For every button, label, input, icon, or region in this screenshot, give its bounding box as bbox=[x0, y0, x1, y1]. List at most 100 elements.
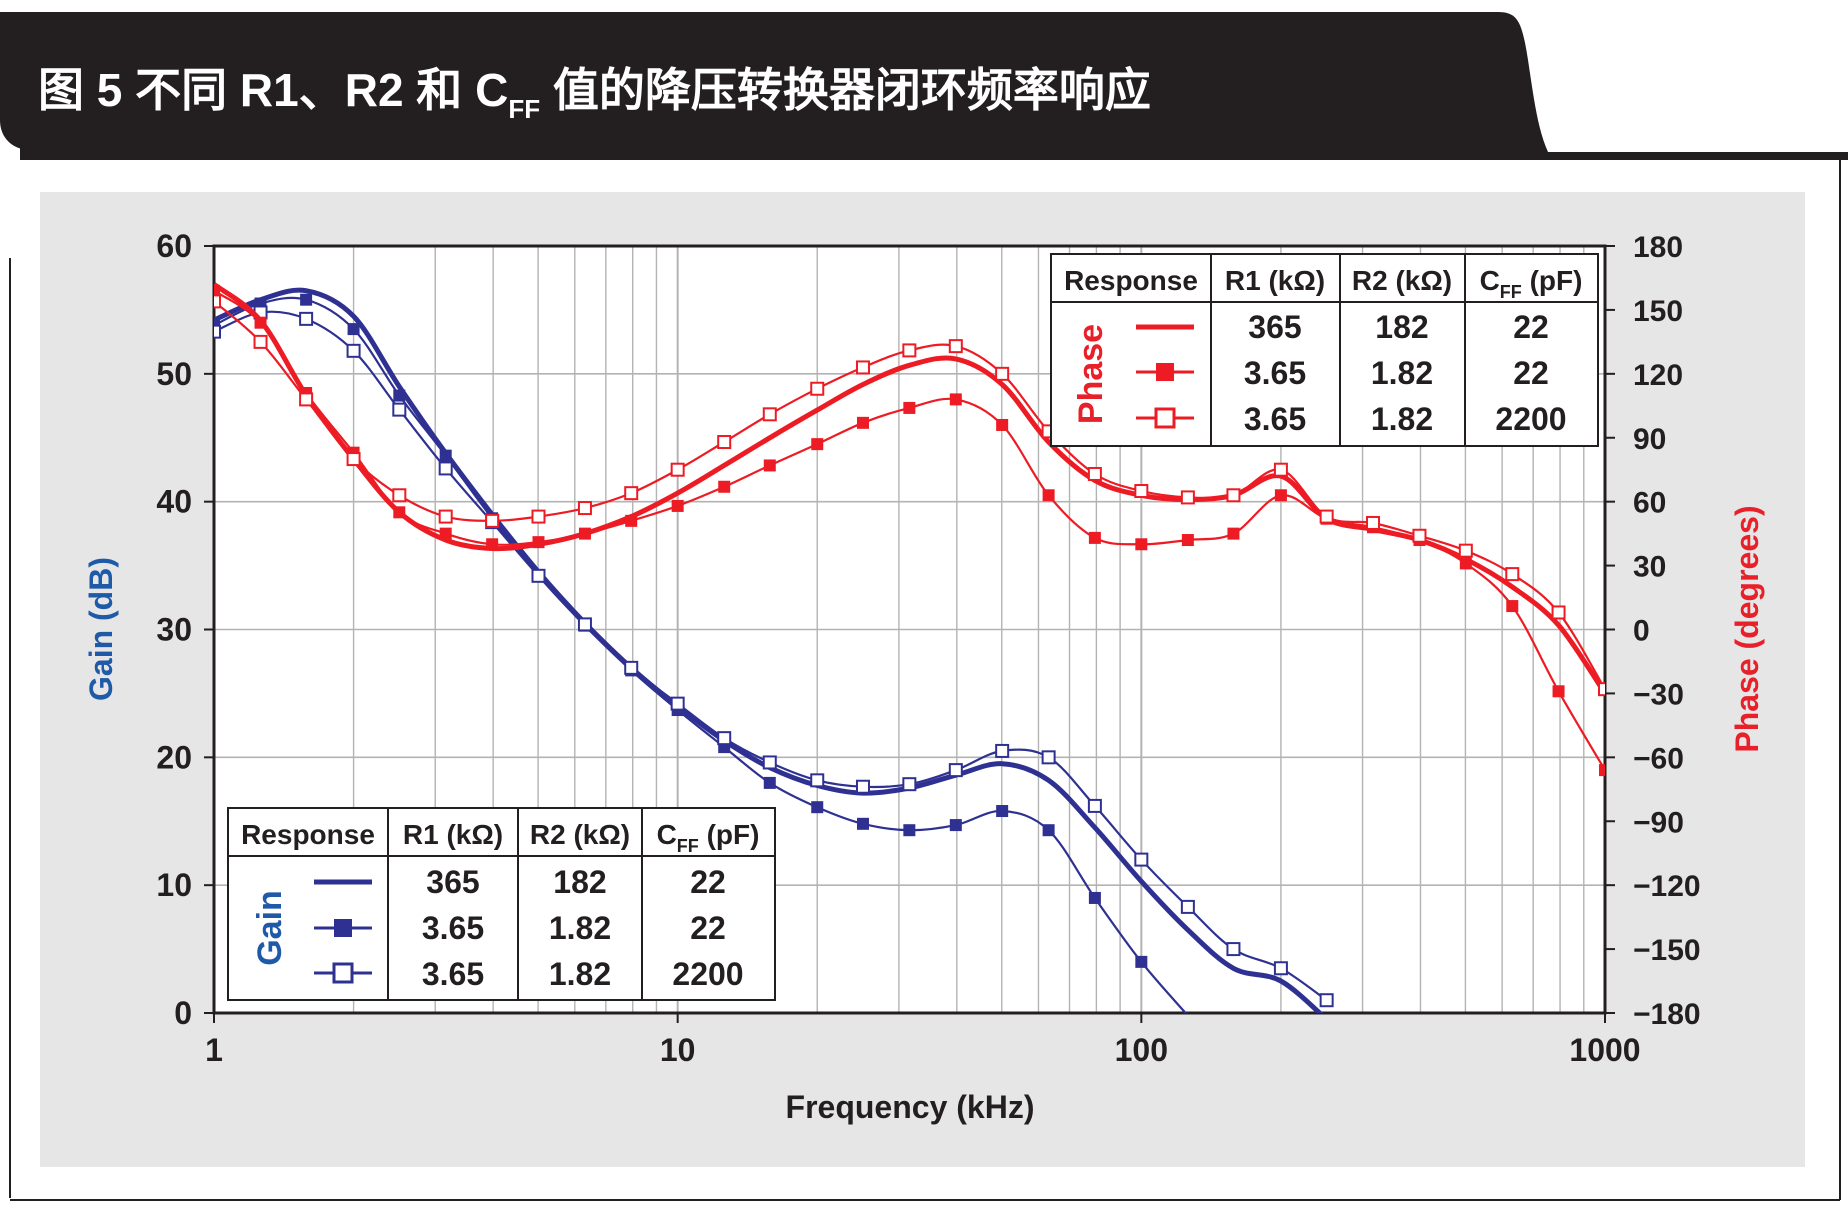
y-left-tick-label: 10 bbox=[156, 867, 192, 903]
gain-series-solid-line bbox=[214, 287, 1324, 1013]
gain-series-open-square-marker bbox=[1226, 942, 1241, 957]
y-right-tick-label: 90 bbox=[1633, 423, 1666, 456]
phase-series-filled-square-marker bbox=[486, 538, 499, 551]
gain-series-open-square-marker bbox=[762, 755, 777, 770]
phase-series-open-square-marker bbox=[299, 392, 314, 407]
legend-gain: Response R1 (kΩ) R2 (kΩ) CFF (pF) Gain 3… bbox=[227, 807, 776, 1001]
phase-series-open-square-marker bbox=[810, 381, 825, 396]
y-right-tick-label: −90 bbox=[1633, 806, 1684, 839]
gain-series-open-square-marker bbox=[948, 763, 963, 778]
phase-series-filled-square-marker bbox=[625, 514, 638, 527]
gain-series-filled-square-marker bbox=[1088, 891, 1101, 904]
legend-phase-row1-cff: 22 bbox=[1513, 309, 1549, 345]
series-layer bbox=[214, 282, 1605, 1013]
x-axis-label: Frequency (kHz) bbox=[786, 1089, 1035, 1125]
legend-phase-marker-open-square bbox=[1154, 407, 1176, 429]
gain-series-open-square-marker bbox=[717, 731, 732, 746]
phase-series-open-square-marker bbox=[253, 334, 268, 349]
axes-layer: 1 10 100 1000 0 10 20 30 40 50 60 −180 −150 −120 −90 −6… bbox=[156, 228, 1700, 1068]
y-axis-left-label: Gain (dB) bbox=[83, 557, 119, 701]
y-left-tick-label: 30 bbox=[156, 612, 192, 648]
legend-phase-group-label: Phase bbox=[1072, 324, 1110, 424]
y-right-tick-label: −30 bbox=[1633, 678, 1684, 711]
gain-series-open-square-marker bbox=[299, 311, 314, 326]
legend-phase-row3-cff: 2200 bbox=[1495, 401, 1566, 437]
y-axis-right-label: Phase (degrees) bbox=[1729, 505, 1765, 752]
phase-series-open-square-marker bbox=[1319, 509, 1334, 524]
phase-series-filled-square-marker bbox=[1274, 489, 1287, 502]
gain-series-filled-square-marker bbox=[949, 819, 962, 832]
phase-series-filled-square-marker bbox=[1227, 527, 1240, 540]
legend-gain-group-label: Gain bbox=[251, 890, 289, 966]
y-right-tick-label: 180 bbox=[1633, 231, 1683, 264]
gain-series-filled-square-marker bbox=[903, 824, 916, 837]
x-tick-label: 100 bbox=[1115, 1032, 1168, 1068]
phase-series-open-square-marker bbox=[995, 366, 1010, 381]
phase-series-filled-square-marker bbox=[1599, 764, 1605, 777]
gain-series-open-square-marker bbox=[346, 343, 361, 358]
legend-phase-header-cff: CFF (pF) bbox=[1480, 265, 1583, 302]
y-right-tick-label: 60 bbox=[1633, 487, 1666, 520]
gain-series-open-square-marker bbox=[214, 324, 221, 339]
phase-series-filled-square-marker bbox=[1506, 600, 1519, 613]
figure-title-subscript: FF bbox=[508, 94, 540, 124]
gain-series-open-square-marker bbox=[438, 461, 453, 476]
gain-series-open-square-marker bbox=[577, 617, 592, 632]
gain-series-filled-square-marker bbox=[1135, 955, 1148, 968]
phase-series-filled-square-marker bbox=[763, 459, 776, 472]
legend-phase-row2-r1: 3.65 bbox=[1244, 355, 1306, 391]
gain-series-filled-square-marker bbox=[856, 817, 869, 830]
legend-phase-row3-r2: 1.82 bbox=[1371, 401, 1433, 437]
gain-series-open-square-marker bbox=[670, 696, 685, 711]
gain-series-filled-square-marker bbox=[300, 293, 313, 306]
phase-series-filled-square-marker bbox=[1042, 489, 1055, 502]
phase-series-filled-square-marker bbox=[718, 480, 731, 493]
phase-series-open-square-marker bbox=[1551, 605, 1566, 620]
legend-gain-header-cff: CFF (pF) bbox=[657, 819, 760, 856]
y-left-tick-label: 40 bbox=[156, 484, 192, 520]
gain-series-open-square-marker bbox=[624, 660, 639, 675]
legend-phase-row1-r1: 365 bbox=[1248, 309, 1301, 345]
legend-phase-row1-r2: 182 bbox=[1375, 309, 1428, 345]
gain-series-open-square-marker bbox=[1134, 852, 1149, 867]
phase-series-filled-square-marker bbox=[996, 418, 1009, 431]
phase-series-filled-square-marker bbox=[1181, 534, 1194, 547]
phase-series-open-square-marker bbox=[762, 407, 777, 422]
series-group bbox=[214, 282, 1605, 1013]
phase-series-open-square-marker bbox=[1273, 462, 1288, 477]
gain-series-filled-square-marker bbox=[811, 801, 824, 814]
phase-series-filled-square-marker bbox=[393, 506, 406, 519]
gain-series-filled-square-marker bbox=[996, 805, 1009, 818]
phase-series-open-square-marker bbox=[717, 435, 732, 450]
legend-phase-header-r2: R2 (kΩ) bbox=[1352, 265, 1452, 296]
phase-series-filled-square-marker bbox=[532, 536, 545, 549]
gain-series-open-square-marker bbox=[995, 743, 1010, 758]
phase-series-open-square-marker bbox=[392, 488, 407, 503]
legend-gain-header-r2: R2 (kΩ) bbox=[530, 819, 630, 850]
legend-phase-marker-filled-square bbox=[1156, 363, 1174, 381]
y-left-tick-label: 0 bbox=[174, 995, 192, 1031]
y-right-tick-label: −120 bbox=[1633, 870, 1701, 903]
legend-gain-marker-open-square bbox=[332, 962, 354, 984]
legend-gain-header-r1: R1 (kΩ) bbox=[403, 819, 503, 850]
legend-gain-marker-filled-square bbox=[334, 919, 352, 937]
x-tick-label: 10 bbox=[660, 1032, 696, 1068]
gain-series-open-square-marker bbox=[392, 402, 407, 417]
legend-gain-row3-cff: 2200 bbox=[672, 956, 743, 992]
phase-series-filled-square-marker bbox=[671, 499, 684, 512]
phase-series-open-square-marker bbox=[624, 486, 639, 501]
phase-series-filled-square-marker bbox=[903, 401, 916, 414]
phase-series-open-square-marker bbox=[1134, 484, 1149, 499]
phase-series-open-square-marker bbox=[902, 343, 917, 358]
gain-series-open-square-marker bbox=[1180, 899, 1195, 914]
legend-gain-row2-r1: 3.65 bbox=[422, 910, 484, 946]
gain-series-filled-square-line bbox=[214, 296, 1188, 1013]
gain-series-open-square-marker bbox=[1319, 993, 1334, 1008]
legend-gain-row2-cff: 22 bbox=[690, 910, 726, 946]
phase-series-filled-square-marker bbox=[949, 393, 962, 406]
phase-series-open-square-marker bbox=[670, 462, 685, 477]
legend-phase-row3-r1: 3.65 bbox=[1244, 401, 1306, 437]
header-banner-left-tab bbox=[0, 12, 30, 150]
legend-phase-header-r1: R1 (kΩ) bbox=[1225, 265, 1325, 296]
